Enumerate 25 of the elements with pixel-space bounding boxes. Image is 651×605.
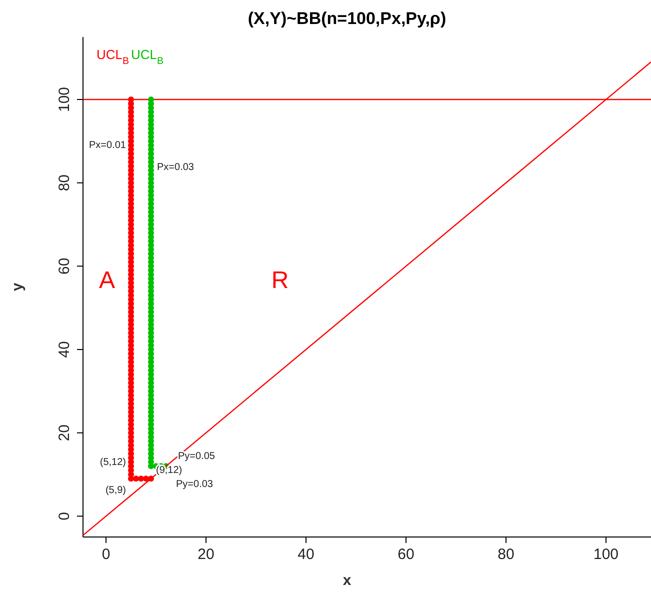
y-tick-label: 20	[56, 424, 73, 442]
y-tick-label: 80	[56, 174, 73, 192]
x-tick-label: 80	[498, 546, 514, 563]
annotation: Py=0.03	[176, 478, 214, 490]
annotation: A	[98, 267, 116, 294]
x-tick-label: 0	[102, 546, 110, 563]
y-tick-label: 0	[56, 512, 73, 520]
x-tick-label: 40	[298, 546, 314, 563]
annotation: R	[271, 267, 289, 294]
annotation: UCL$_{B}$	[96, 47, 129, 68]
annotation: Py=0.05	[178, 450, 216, 462]
annotation: Px=0.03	[157, 162, 194, 173]
annotation: (5,9)	[105, 484, 126, 496]
y-axis-title: y	[9, 282, 26, 292]
y-tick-label: 40	[56, 341, 73, 358]
y-tick-label: 60	[56, 258, 73, 275]
annotation: (5,12)	[100, 456, 126, 468]
x-tick-label: 100	[593, 546, 619, 563]
chart-title: (X,Y)~BB(n=100,Px,Py,ρ)	[248, 9, 446, 28]
annotation: UCL$_{B}$	[131, 47, 164, 68]
x-tick-label: 60	[398, 546, 414, 563]
annotation: Px=0.01	[89, 140, 126, 151]
x-axis-title: x	[342, 572, 352, 589]
y-tick-label: 100	[56, 86, 73, 112]
x-tick-label: 20	[198, 546, 214, 563]
